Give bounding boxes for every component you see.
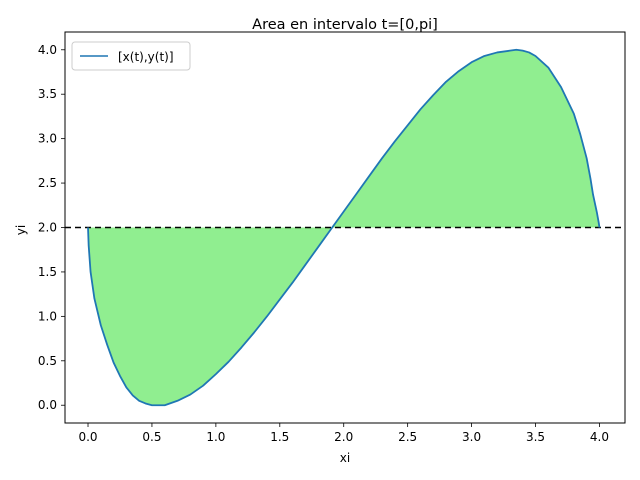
x-tick-label: 3.5 xyxy=(526,430,545,444)
y-axis: 0.0 0.5 1.0 1.5 2.0 2.5 3.0 3.5 4.0 xyxy=(38,43,65,412)
y-tick-label: 1.0 xyxy=(38,309,57,323)
legend-label: [x(t),y(t)] xyxy=(118,50,174,64)
x-tick-label: 2.5 xyxy=(398,430,417,444)
series-line xyxy=(87,48,601,407)
y-axis-label: yi xyxy=(14,225,28,235)
legend-box xyxy=(71,41,191,71)
y-tick-label: 2.0 xyxy=(38,221,57,235)
x-tick-label: 3.0 xyxy=(462,430,481,444)
plot-area xyxy=(65,48,625,407)
y-tick-label: 2.5 xyxy=(38,176,57,190)
y-tick-label: 3.0 xyxy=(38,132,57,146)
y-tick-label: 4.0 xyxy=(38,43,57,57)
y-tick-label: 1.5 xyxy=(38,265,57,279)
legend: [x(t),y(t)] xyxy=(71,41,191,71)
x-tick-label: 1.5 xyxy=(270,430,289,444)
chart-title: Area en intervalo t=[0,pi] xyxy=(252,17,438,33)
x-axis: 0.0 0.5 1.0 1.5 2.0 2.5 3.0 3.5 4.0 xyxy=(78,423,609,444)
x-tick-label: 4.0 xyxy=(590,430,609,444)
x-tick-label: 0.5 xyxy=(142,430,161,444)
x-tick-label: 2.0 xyxy=(334,430,353,444)
area-fill xyxy=(88,49,600,406)
x-axis-label: xi xyxy=(340,451,350,465)
y-tick-label: 3.5 xyxy=(38,87,57,101)
y-tick-label: 0.0 xyxy=(38,398,57,412)
y-tick-label: 0.5 xyxy=(38,354,57,368)
x-tick-label: 1.0 xyxy=(206,430,225,444)
x-tick-label: 0.0 xyxy=(78,430,97,444)
